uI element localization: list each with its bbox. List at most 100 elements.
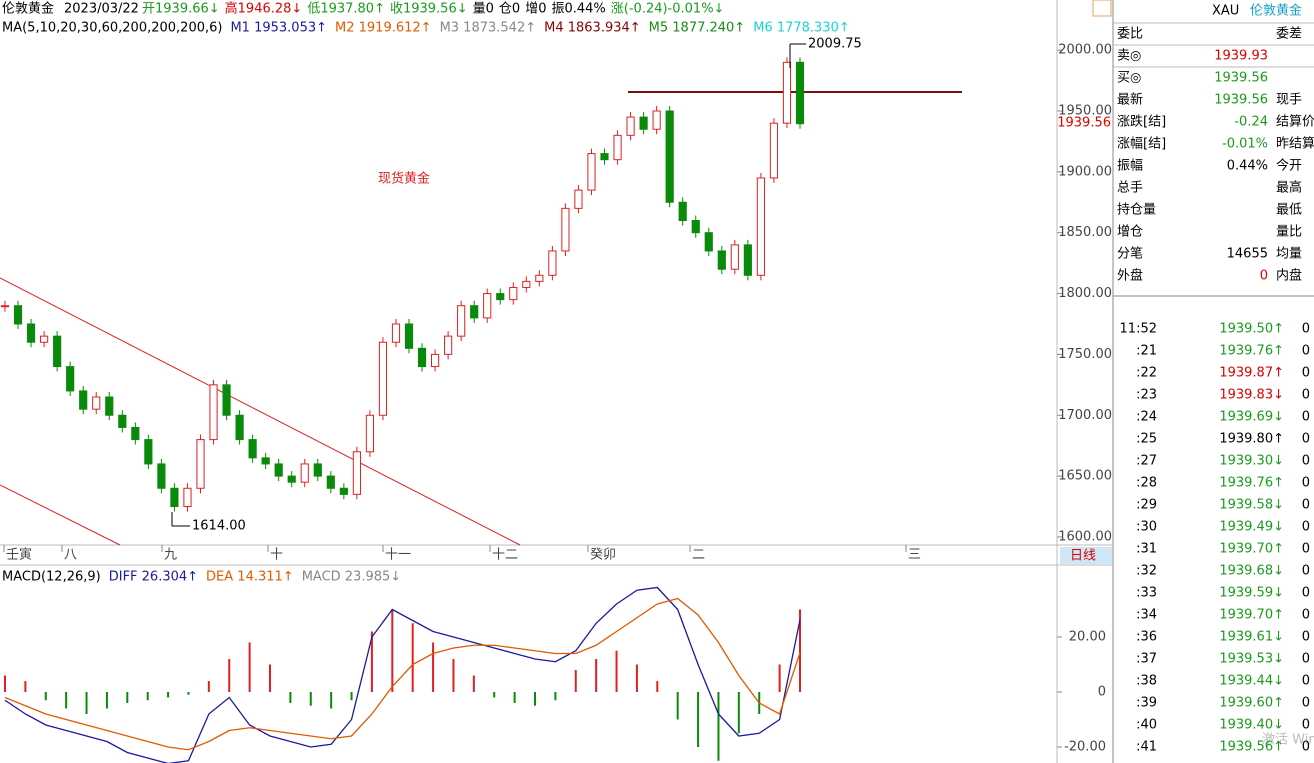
header-field: 振0.44%: [551, 2, 605, 17]
row-value: -0.24: [1234, 115, 1268, 130]
row-value: -0.01%: [1222, 137, 1268, 152]
tick-time: :40: [1136, 718, 1157, 733]
period-button[interactable]: [1060, 547, 1112, 564]
candle: [509, 286, 518, 301]
candle: [300, 463, 309, 483]
row-value: 14655: [1227, 247, 1268, 262]
row-label: 涨跌[结]: [1117, 114, 1166, 130]
ma-legend: MA(5,10,20,30,60,200,200,200,6): [2, 21, 222, 36]
menu-button[interactable]: [1092, 0, 1112, 17]
y-tick-label: 2000.00: [1058, 43, 1112, 58]
candle: [339, 487, 348, 495]
y-tick-label: 0: [1098, 685, 1106, 700]
tick-time: :27: [1136, 454, 1157, 469]
tick-time: :39: [1136, 696, 1157, 711]
row-right: 委差: [1276, 27, 1302, 42]
tick-time: :29: [1136, 498, 1157, 513]
candle: [652, 110, 661, 130]
candle: [287, 475, 296, 483]
ma-legend: M1 1953.053↑: [230, 21, 327, 36]
tick-time: :24: [1136, 410, 1157, 425]
tick-time: :33: [1136, 586, 1157, 601]
ma-legend: M2 1919.612↑: [335, 21, 432, 36]
candle: [0, 305, 10, 308]
candle: [470, 305, 479, 319]
row-right: 最高: [1276, 180, 1302, 196]
row-value: 0: [1260, 269, 1268, 284]
candle: [365, 414, 375, 453]
candle: [665, 110, 674, 203]
candle: [131, 426, 140, 441]
tick-price: 1939.49↓: [1219, 520, 1284, 535]
tick-time: 11:52: [1120, 322, 1157, 337]
candle: [274, 463, 283, 477]
tick-price: 1939.69↓: [1219, 410, 1284, 425]
tick-volume: 0: [1302, 542, 1310, 557]
tick-price: 1939.60↑: [1219, 696, 1284, 711]
row-label: 委比: [1117, 27, 1143, 42]
header-field: 低1937.80↑: [307, 2, 385, 17]
time-label: 八: [64, 548, 77, 563]
row-value: 1939.93: [1214, 49, 1268, 64]
header-field: 高1946.28↓: [225, 1, 303, 17]
ma-legend: M5 1877.240↑: [649, 21, 746, 36]
candle: [170, 487, 179, 508]
instrument-name: 伦敦黄金: [2, 1, 54, 17]
tick-volume: 0: [1302, 476, 1310, 491]
macd-title: MACD(12,26,9): [2, 570, 101, 585]
tick-time: :38: [1136, 674, 1157, 689]
tick-volume: 0: [1302, 344, 1310, 359]
tick-volume: 0: [1302, 432, 1310, 447]
candle: [313, 463, 322, 477]
y-tick-label: 1700.00: [1058, 408, 1112, 423]
tick-price: 1939.70↑: [1219, 608, 1284, 623]
row-right: 内盘: [1276, 268, 1302, 284]
tick-price: 1939.40↓: [1219, 718, 1284, 733]
tick-time: :25: [1136, 432, 1157, 447]
row-label: 涨幅[结]: [1117, 137, 1166, 152]
tick-volume: 0: [1302, 586, 1310, 601]
watermark: 激活 Windows: [1262, 733, 1314, 748]
row-label: 分笔: [1117, 246, 1143, 262]
candle: [157, 463, 166, 489]
time-label: 二: [692, 548, 705, 563]
candle: [483, 293, 492, 319]
ma-legend: M6 1778.330↑: [753, 21, 850, 36]
y-tick-label: 1650.00: [1058, 469, 1112, 484]
candle: [352, 451, 361, 495]
candle: [574, 189, 583, 209]
last-price-box: [1058, 115, 1112, 131]
y-tick-label: 1850.00: [1058, 225, 1112, 240]
y-tick-label: 1950.00: [1058, 104, 1112, 119]
candle: [457, 305, 466, 337]
tick-time: :30: [1136, 520, 1157, 535]
candle: [678, 201, 687, 222]
y-tick-label: 1750.00: [1058, 347, 1112, 362]
tick-time: :23: [1136, 388, 1157, 403]
row-right: 最低: [1276, 203, 1302, 218]
header-field: 增0: [525, 2, 546, 17]
header-field: 涨(-0.24)-0.01%↓: [611, 2, 725, 17]
period-label[interactable]: 日线: [1070, 549, 1096, 564]
candle: [66, 366, 75, 392]
header-field: 开1939.66↓: [142, 2, 220, 17]
tick-volume: 0: [1302, 366, 1310, 381]
high-label: 2009.75: [808, 37, 862, 52]
tick-price: 1939.58↓: [1219, 498, 1284, 513]
tick-time: :36: [1136, 630, 1157, 645]
candle: [26, 323, 36, 343]
row-label: 振幅: [1117, 159, 1143, 174]
time-label: 九: [164, 548, 177, 563]
tick-price: 1939.59↓: [1219, 586, 1284, 601]
tick-volume: 0: [1302, 454, 1310, 469]
channel-line: [0, 277, 521, 546]
tick-volume: 0: [1302, 630, 1310, 645]
date: 2023/03/22: [64, 2, 139, 17]
row-value: 1939.56: [1214, 93, 1268, 108]
tick-price: 1939.70↑: [1219, 542, 1284, 557]
header-field: 仓0: [499, 2, 520, 17]
row-label: 买◎: [1117, 71, 1141, 86]
candle: [13, 305, 23, 325]
candle: [613, 134, 622, 161]
